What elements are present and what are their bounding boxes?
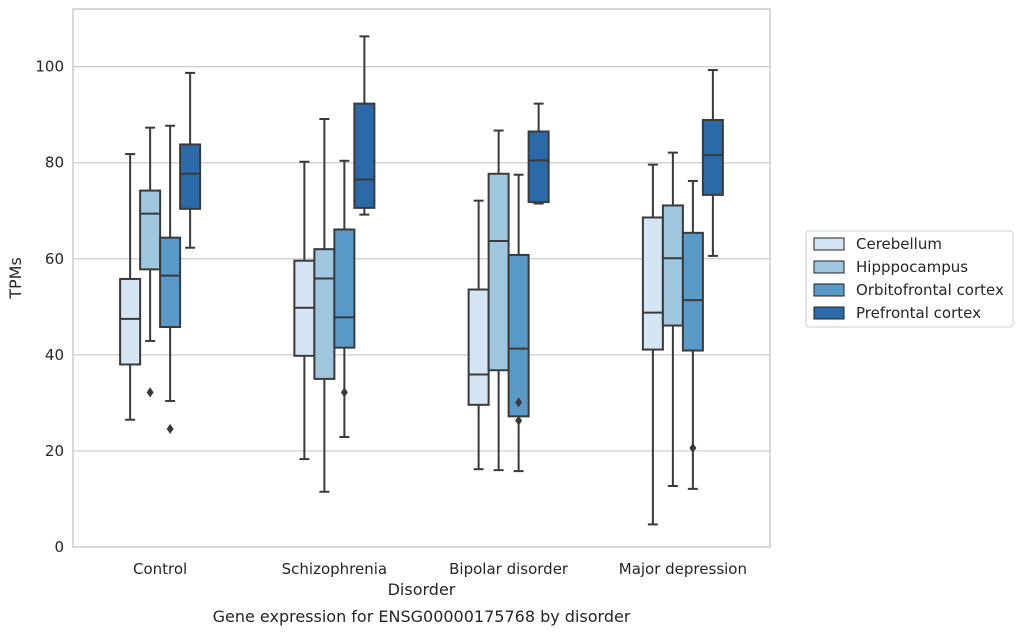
box-body — [467, 288, 490, 406]
box-body — [527, 130, 550, 204]
y-tick-label: 100 — [35, 58, 64, 76]
y-tick-label: 60 — [45, 250, 64, 268]
box-body — [313, 248, 336, 380]
x-tick-label: Schizophrenia — [282, 560, 387, 578]
outlier-point — [689, 443, 697, 454]
outlier-point — [166, 423, 174, 434]
x-tick-label: Control — [133, 560, 187, 578]
box-body — [179, 143, 202, 210]
box-hipppocampus — [139, 126, 162, 398]
box-orbitofrontal-cortex — [681, 179, 704, 490]
legend-swatch — [813, 283, 845, 297]
legend-item: Orbitofrontal cortex — [813, 281, 1004, 299]
box-group-major-depression — [641, 69, 724, 526]
box-orbitofrontal-cortex — [507, 173, 530, 473]
legend: Cerebellum Hipppocampus Orbitofrontal cort… — [805, 230, 1014, 328]
outlier-point — [515, 397, 523, 408]
box-prefrontal-cortex — [527, 102, 550, 205]
x-axis-title: Disorder — [388, 580, 456, 599]
box-body — [333, 228, 356, 349]
legend-label: Hipppocampus — [856, 258, 968, 276]
box-hipppocampus — [487, 129, 510, 472]
legend-item: Prefrontal cortex — [813, 304, 981, 322]
box-body — [701, 118, 724, 196]
legend-swatch — [813, 260, 845, 274]
box-body — [159, 236, 182, 328]
legend-label: Orbitofrontal cortex — [856, 281, 1004, 299]
legend-swatch — [813, 306, 845, 320]
box-body — [641, 216, 664, 351]
box-groups — [119, 35, 724, 526]
legend-item: Hipppocampus — [813, 258, 968, 276]
legend-item: Cerebellum — [813, 235, 942, 253]
x-tick-label: Major depression — [619, 560, 747, 578]
x-axis-ticks: Control Schizophrenia Bipolar disorder Majo… — [133, 560, 747, 578]
box-body — [681, 231, 704, 352]
box-prefrontal-cortex — [353, 35, 376, 216]
box-orbitofrontal-cortex — [333, 159, 356, 438]
box-orbitofrontal-cortex — [159, 124, 182, 434]
outlier-point — [340, 387, 348, 398]
box-body — [507, 253, 530, 418]
box-body — [487, 172, 510, 372]
outlier-point — [146, 387, 154, 398]
legend-label: Prefrontal cortex — [856, 304, 981, 322]
box-group-control — [119, 71, 202, 434]
box-group-schizophrenia — [293, 35, 376, 493]
box-body — [661, 204, 684, 327]
legend-swatch — [813, 237, 845, 251]
legend-frame — [805, 230, 1014, 328]
y-tick-label: 40 — [45, 346, 64, 364]
box-prefrontal-cortex — [701, 69, 724, 257]
box-group-bipolar-disorder — [467, 102, 550, 473]
box-prefrontal-cortex — [179, 71, 202, 249]
box-cerebellum — [119, 153, 142, 421]
y-tick-label: 0 — [54, 538, 64, 556]
box-body — [353, 102, 376, 209]
y-tick-label: 80 — [45, 154, 64, 172]
x-tick-label: Bipolar disorder — [449, 560, 569, 578]
y-axis-ticks: 0 20 40 60 80 100 — [35, 58, 64, 556]
y-axis-title: TPMs — [6, 257, 25, 300]
plot-frame — [72, 8, 771, 548]
box-body — [119, 277, 142, 366]
y-tick-label: 20 — [45, 442, 64, 460]
outlier-point — [515, 415, 523, 426]
figure-caption: Gene expression for ENSG00000175768 by d… — [213, 607, 631, 626]
box-body — [139, 189, 162, 271]
legend-label: Cerebellum — [856, 235, 942, 253]
